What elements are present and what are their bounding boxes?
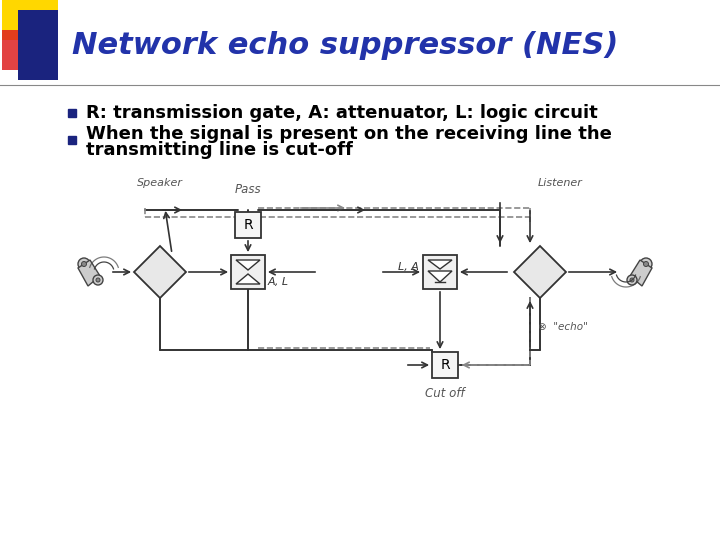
Text: R: R xyxy=(440,358,450,372)
Text: When the signal is present on the receiving line the: When the signal is present on the receiv… xyxy=(86,125,612,143)
Circle shape xyxy=(630,278,634,282)
Polygon shape xyxy=(134,246,186,298)
Text: Pass: Pass xyxy=(235,183,261,196)
Polygon shape xyxy=(428,271,452,282)
Polygon shape xyxy=(428,260,452,269)
Polygon shape xyxy=(2,0,58,40)
Polygon shape xyxy=(18,10,58,80)
Bar xyxy=(423,255,457,289)
Circle shape xyxy=(627,275,637,285)
Text: transmitting line is cut-off: transmitting line is cut-off xyxy=(86,141,353,159)
Bar xyxy=(235,212,261,238)
Text: Cut off: Cut off xyxy=(426,387,465,400)
Circle shape xyxy=(640,258,652,270)
Text: L, A: L, A xyxy=(398,262,419,272)
Polygon shape xyxy=(2,30,48,70)
Bar xyxy=(432,352,458,378)
Circle shape xyxy=(93,275,103,285)
Text: A, L: A, L xyxy=(268,277,289,287)
Polygon shape xyxy=(78,260,100,286)
Polygon shape xyxy=(236,274,260,284)
Circle shape xyxy=(96,278,100,282)
Text: ⊗  "echo": ⊗ "echo" xyxy=(538,322,588,332)
Text: Network echo suppressor (NES): Network echo suppressor (NES) xyxy=(72,30,618,59)
Circle shape xyxy=(81,261,86,267)
Text: R: transmission gate, A: attenuator, L: logic circuit: R: transmission gate, A: attenuator, L: … xyxy=(86,104,598,122)
Polygon shape xyxy=(514,246,566,298)
Text: R: R xyxy=(243,218,253,232)
Polygon shape xyxy=(236,260,260,270)
Text: Listener: Listener xyxy=(538,178,582,188)
Circle shape xyxy=(78,258,90,270)
Bar xyxy=(231,255,265,289)
Circle shape xyxy=(644,261,649,267)
Text: Speaker: Speaker xyxy=(137,178,183,188)
Polygon shape xyxy=(630,260,652,286)
